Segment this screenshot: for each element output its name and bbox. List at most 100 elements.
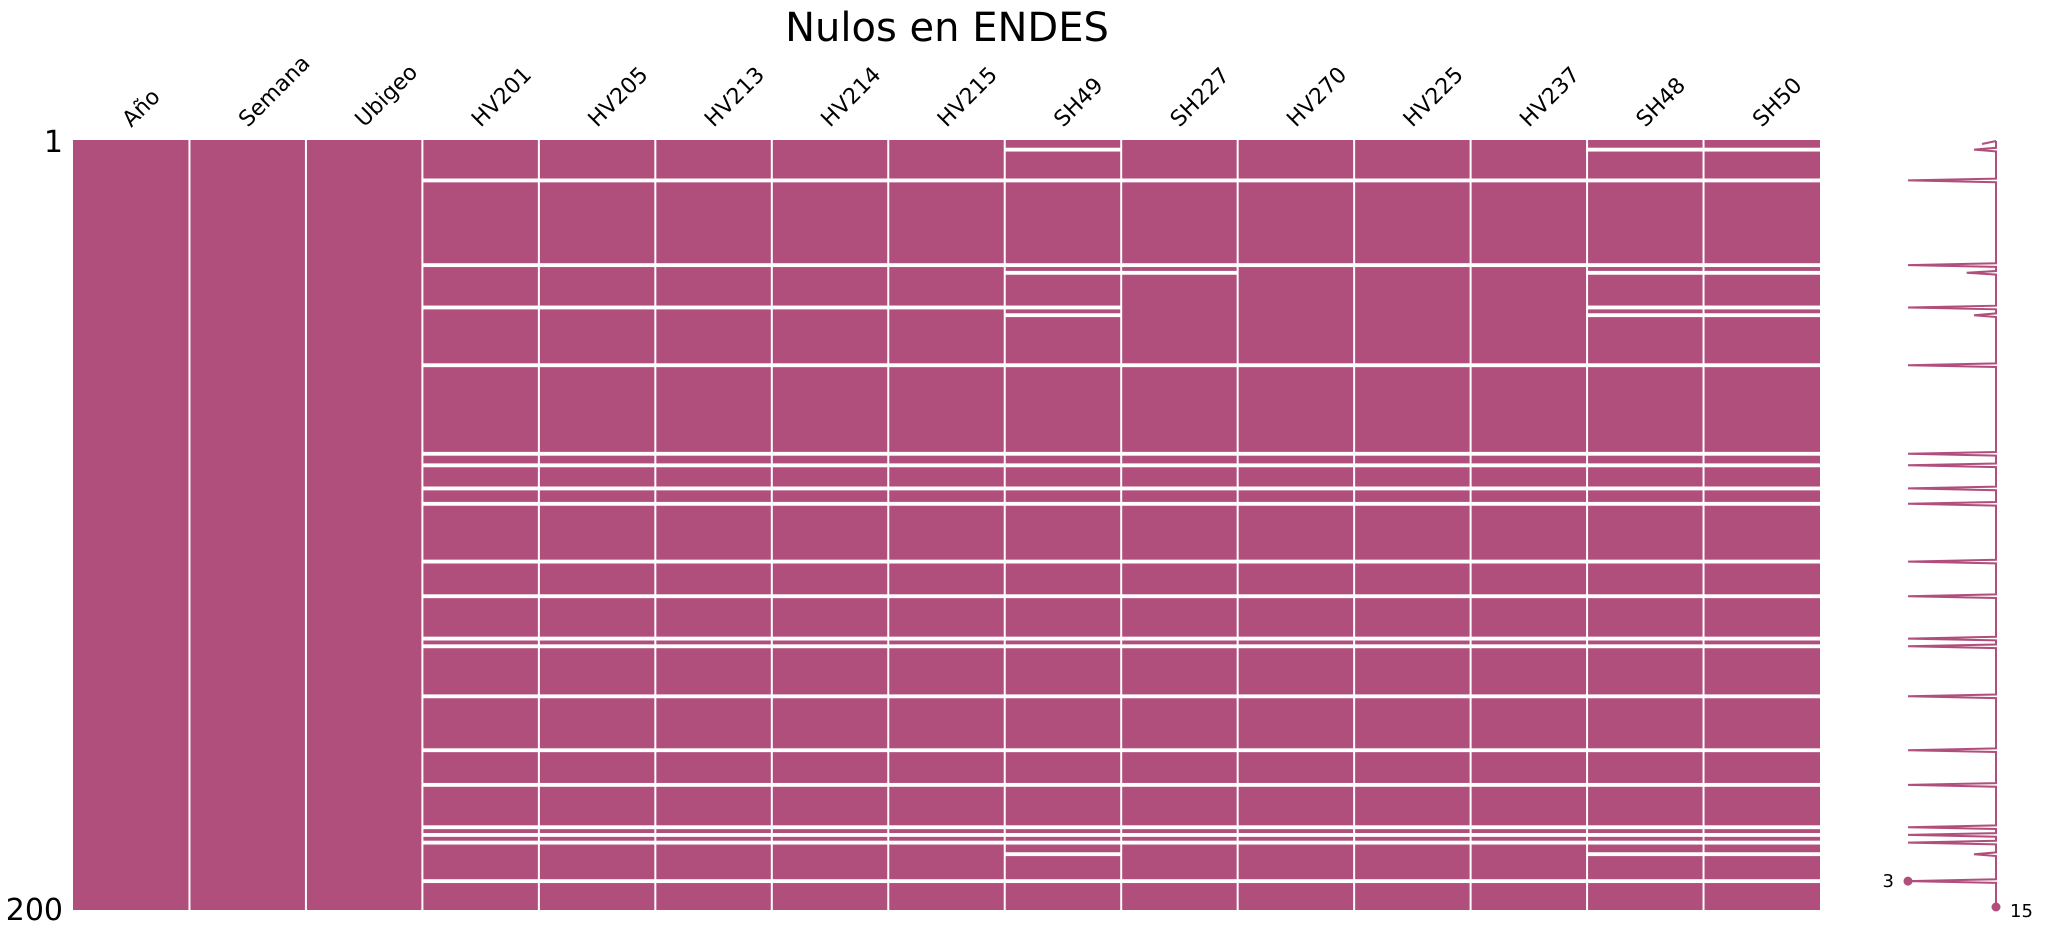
missing-row-mark — [538, 748, 656, 753]
missing-row-mark — [1237, 486, 1355, 491]
missing-row-mark — [655, 636, 772, 641]
column-label: Semana — [234, 51, 315, 132]
sparkline-path — [1907, 141, 1997, 910]
y-tick-label-first: 1 — [44, 125, 63, 160]
missing-row-mark — [655, 559, 772, 564]
missing-row-mark — [422, 501, 539, 506]
column-bar — [1703, 140, 1820, 910]
sparkline-top-tick — [1981, 140, 1997, 145]
missing-row-mark — [655, 833, 772, 837]
missing-row-mark — [888, 840, 1005, 845]
column-label: SH227 — [1166, 63, 1235, 132]
missing-row-mark — [1703, 825, 1820, 830]
missing-row-mark — [1004, 451, 1122, 456]
missing-row-mark — [1237, 463, 1355, 468]
missing-row-mark — [1354, 178, 1471, 183]
missing-row-mark — [888, 363, 1005, 368]
missing-row-mark — [1703, 501, 1820, 506]
missing-row-mark — [1703, 594, 1820, 599]
missing-row-mark — [1354, 825, 1471, 830]
missing-row-mark — [1587, 644, 1704, 649]
missing-row-mark — [888, 694, 1005, 699]
column-label: HV214 — [817, 63, 887, 133]
missing-row-mark — [1004, 594, 1122, 599]
missing-row-mark — [1004, 270, 1122, 275]
missing-row-mark — [1121, 644, 1238, 649]
missing-row-mark — [1237, 501, 1355, 506]
missing-row-mark — [888, 559, 1005, 564]
missing-row-mark — [1703, 694, 1820, 699]
missing-row-mark — [1703, 636, 1820, 641]
missing-row-mark — [1470, 636, 1588, 641]
missing-row-mark — [1354, 363, 1471, 368]
missing-row-mark — [422, 463, 539, 468]
completeness-sparkline: 3 15 — [1883, 140, 2033, 922]
missing-row-mark — [1587, 852, 1704, 857]
column-bar — [189, 140, 306, 910]
missing-row-mark — [538, 451, 656, 456]
missing-row-mark — [771, 501, 889, 506]
missing-row-mark — [422, 694, 539, 699]
missing-row-mark — [655, 463, 772, 468]
missing-row-mark — [1004, 305, 1122, 310]
missing-row-mark — [1004, 694, 1122, 699]
missing-row-mark — [1004, 636, 1122, 641]
missing-row-mark — [1470, 263, 1588, 268]
missing-row-mark — [888, 879, 1005, 884]
missing-row-mark — [1703, 463, 1820, 468]
missing-row-mark — [1470, 178, 1588, 183]
missing-row-mark — [1703, 263, 1820, 268]
missing-row-mark — [771, 879, 889, 884]
missing-row-mark — [1004, 486, 1122, 491]
missing-row-mark — [1004, 825, 1122, 830]
column-bar — [538, 140, 656, 910]
missing-row-mark — [538, 305, 656, 310]
column-bar — [888, 140, 1005, 910]
missing-row-mark — [1470, 501, 1588, 506]
column-label: Ubigeo — [351, 60, 423, 132]
column-bar — [1587, 140, 1704, 910]
missing-row-mark — [1004, 463, 1122, 468]
missing-row-mark — [1121, 782, 1238, 787]
missing-row-mark — [422, 178, 539, 183]
missing-row-mark — [1587, 782, 1704, 787]
missing-row-mark — [1470, 748, 1588, 753]
missing-row-mark — [1703, 178, 1820, 183]
missing-row-mark — [1470, 644, 1588, 649]
missing-row-mark — [422, 833, 539, 837]
column-label: HV213 — [700, 63, 770, 133]
missing-row-mark — [655, 644, 772, 649]
missing-row-mark — [771, 748, 889, 753]
missing-row-mark — [1121, 594, 1238, 599]
missing-row-mark — [1237, 825, 1355, 830]
missing-row-mark — [1470, 833, 1588, 837]
missing-row-mark — [771, 636, 889, 641]
missing-row-mark — [771, 644, 889, 649]
missing-row-mark — [1121, 840, 1238, 845]
missing-row-mark — [1121, 451, 1238, 456]
missing-row-mark — [422, 305, 539, 310]
column-label: HV201 — [467, 63, 537, 133]
column-label: SH48 — [1632, 73, 1691, 132]
missing-row-mark — [1121, 833, 1238, 837]
missing-row-mark — [1703, 840, 1820, 845]
missing-row-mark — [1237, 263, 1355, 268]
missing-row-mark — [655, 486, 772, 491]
missing-row-mark — [1237, 644, 1355, 649]
missing-row-mark — [1703, 559, 1820, 564]
missing-row-mark — [1354, 594, 1471, 599]
missing-row-mark — [1470, 840, 1588, 845]
column-bar — [1354, 140, 1471, 910]
missing-row-mark — [1354, 486, 1471, 491]
column-label: HV237 — [1515, 63, 1585, 133]
column-label: Año — [118, 85, 166, 133]
missing-row-mark — [1237, 782, 1355, 787]
missing-row-mark — [1354, 840, 1471, 845]
missing-row-mark — [1354, 636, 1471, 641]
missing-row-mark — [422, 594, 539, 599]
missing-row-mark — [1237, 178, 1355, 183]
missing-row-mark — [422, 263, 539, 268]
missing-row-mark — [1470, 879, 1588, 884]
missing-row-mark — [1354, 748, 1471, 753]
